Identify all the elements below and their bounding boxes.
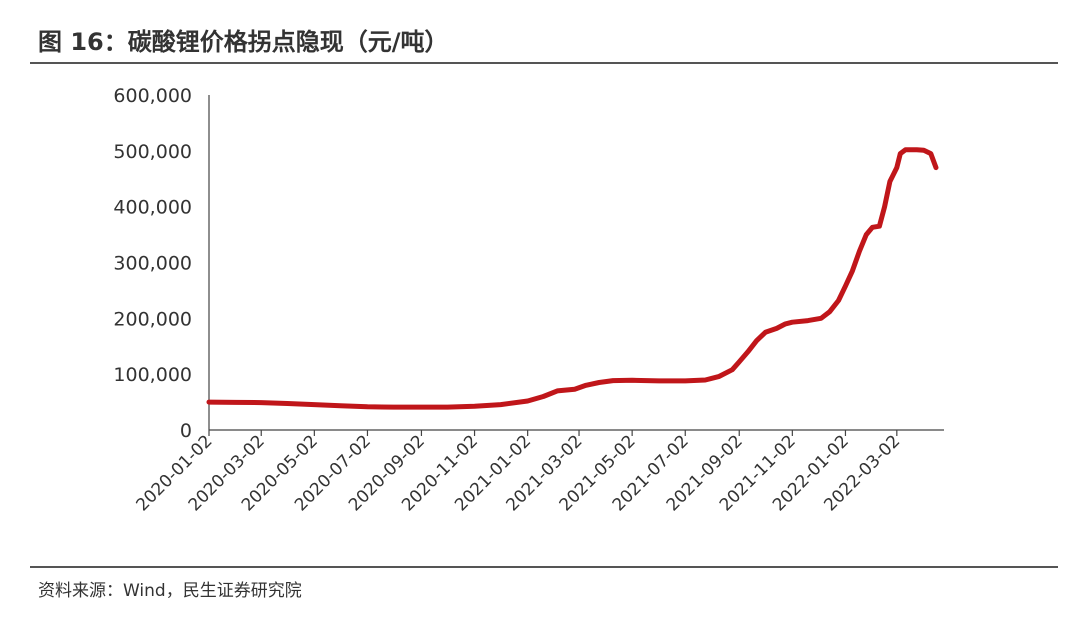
y-tick-label: 100,000 <box>113 364 192 386</box>
top-divider <box>30 62 1058 64</box>
y-axis: 0 100,000 200,000 300,000 400,000 500,000 600,… <box>113 85 210 442</box>
y-tick-label: 600,000 <box>113 85 192 107</box>
price-series-line <box>206 147 939 410</box>
y-tick-label: 0 <box>180 420 192 442</box>
y-tick-label: 200,000 <box>113 308 192 330</box>
source-note: 资料来源：Wind，民生证券研究院 <box>38 581 302 601</box>
y-tick-label: 300,000 <box>113 253 192 275</box>
x-axis: 2020-01-022020-03-022020-05-022020-07-02… <box>133 429 944 515</box>
y-tick-label: 400,000 <box>113 197 192 219</box>
page-title: 图 16：碳酸锂价格拐点隐现（元/吨） <box>38 28 449 56</box>
line-chart: 0 100,000 200,000 300,000 400,000 500,000 600,… <box>113 85 944 515</box>
bottom-divider <box>30 566 1058 568</box>
y-tick-label: 500,000 <box>113 141 192 163</box>
series-group <box>206 147 939 410</box>
